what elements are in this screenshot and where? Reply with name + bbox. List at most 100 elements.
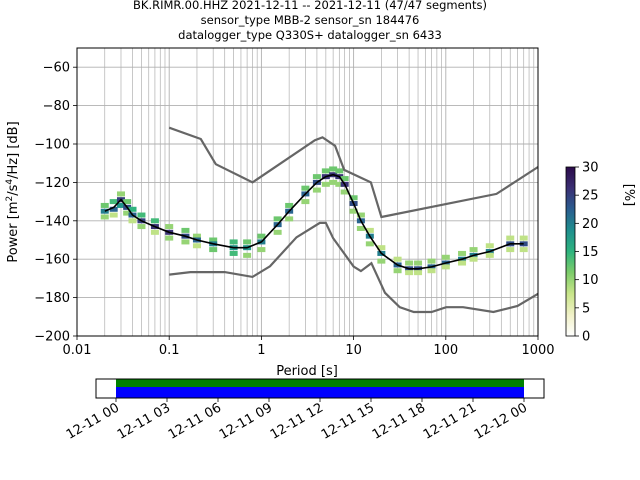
colorbar-tick-label: 15 xyxy=(582,245,599,260)
density-cell xyxy=(321,181,330,187)
density-cell xyxy=(209,237,218,243)
y-ticks: −200 −180 −160 −140 −120 −100 −80 −60 xyxy=(34,61,77,345)
density-cell xyxy=(165,224,174,230)
colorbar-gradient xyxy=(565,166,576,337)
density-cell xyxy=(192,243,201,249)
y-tick-label: −160 xyxy=(34,253,70,268)
density-cell xyxy=(329,179,338,185)
density-cell xyxy=(257,233,266,239)
title-line-1: BK.RIMR.00.HHZ 2021-12-11 -- 2021-12-11 … xyxy=(133,0,487,12)
density-cell xyxy=(109,212,118,218)
density-cell xyxy=(312,174,321,180)
density-cell xyxy=(192,233,201,239)
low-noise-model-line xyxy=(169,221,539,314)
y-tick-label: −80 xyxy=(43,99,70,114)
noise-models xyxy=(168,126,539,314)
density-cell xyxy=(100,214,109,220)
density-cell xyxy=(273,229,282,235)
ppsd-plot: 0.01 0.1 1 10 100 1000 −200 −180 −160 −140 −120 −1… xyxy=(5,47,555,379)
density-cell xyxy=(405,260,414,266)
density-cell xyxy=(137,224,146,230)
timeline-tick-label: 12-11 12 xyxy=(268,400,326,442)
density-cell xyxy=(485,252,494,258)
timeline-tick-label: 12-11 15 xyxy=(319,400,377,442)
density-cell xyxy=(301,199,310,205)
density-cell xyxy=(458,260,467,266)
density-cell xyxy=(349,208,358,214)
density-cell xyxy=(128,218,137,224)
density-cell xyxy=(356,225,365,231)
density-cell xyxy=(137,212,146,218)
density-cell xyxy=(209,247,218,253)
density-cell xyxy=(229,239,238,245)
title-line-3: datalogger_type Q330S+ datalogger_sn 643… xyxy=(178,28,442,42)
density-cell xyxy=(128,206,137,212)
density-cell xyxy=(469,256,478,262)
density-cell xyxy=(301,185,310,191)
grid xyxy=(76,48,538,337)
density-cell xyxy=(365,241,374,247)
title-line-2: sensor_type MBB-2 sensor_sn 184476 xyxy=(201,13,420,27)
y-tick-label: −120 xyxy=(34,176,70,191)
density-cell xyxy=(485,243,494,249)
density-cell xyxy=(393,256,402,262)
mode-line xyxy=(104,173,524,270)
density-cell xyxy=(321,168,330,174)
x-axis-label: Period [s] xyxy=(276,364,338,379)
density-cell xyxy=(441,254,450,260)
timeline-tick-label: 12-12 00 xyxy=(472,400,530,442)
colorbar-tick-label: 30 xyxy=(582,161,599,176)
density-cell xyxy=(243,252,252,258)
colorbar-tick-label: 0 xyxy=(582,330,590,345)
density-cell xyxy=(519,247,528,253)
density-cell xyxy=(229,250,238,256)
density-cell xyxy=(519,235,528,241)
colorbar-tick-label: 25 xyxy=(582,189,599,204)
y-tick-label: −180 xyxy=(34,291,70,306)
y-tick-label: −100 xyxy=(34,138,70,153)
density-cell xyxy=(285,216,294,222)
plot-frame xyxy=(76,47,539,337)
density-cell xyxy=(116,202,125,208)
density-cell xyxy=(393,268,402,274)
x-tick-label: 10 xyxy=(345,343,362,358)
density-cell xyxy=(123,199,132,205)
timeline-tick-label: 12-11 18 xyxy=(370,400,428,442)
x-tick-label: 100 xyxy=(433,343,458,358)
x-tick-label: 1 xyxy=(257,343,265,358)
density-cell xyxy=(427,268,436,274)
density-cell xyxy=(243,239,252,245)
title-block: BK.RIMR.00.HHZ 2021-12-11 -- 2021-12-11 … xyxy=(133,0,487,42)
density-cell xyxy=(100,208,109,214)
x-tick-label: 1000 xyxy=(521,343,554,358)
density-cell xyxy=(458,250,467,256)
density-cell xyxy=(165,235,174,241)
density-cell xyxy=(340,189,349,195)
density-cell xyxy=(181,239,190,245)
density-cell xyxy=(427,258,436,264)
x-tick-label: 0.01 xyxy=(63,343,92,358)
timeline-tick-label: 12-11 03 xyxy=(115,400,173,442)
y-tick-label: −60 xyxy=(43,61,70,76)
density-cell xyxy=(181,227,190,233)
density-cell xyxy=(506,247,515,253)
timeline-bar-psd-segments xyxy=(116,387,524,398)
colorbar-tick-label: 5 xyxy=(582,301,590,316)
timeline-tick-label: 12-11 09 xyxy=(217,400,275,442)
density-cell xyxy=(356,212,365,218)
density-cell xyxy=(335,168,344,174)
x-tick-label: 0.1 xyxy=(159,343,180,358)
y-tick-label: −140 xyxy=(34,214,70,229)
density-cell xyxy=(506,235,515,241)
density-cell xyxy=(150,218,159,224)
density-cell xyxy=(365,227,374,233)
density-cell xyxy=(377,245,386,251)
density-cell xyxy=(469,247,478,253)
density-cell xyxy=(285,202,294,208)
timeline-bar-data-available xyxy=(116,379,524,387)
density-cell xyxy=(519,241,528,247)
density-cell xyxy=(273,216,282,222)
